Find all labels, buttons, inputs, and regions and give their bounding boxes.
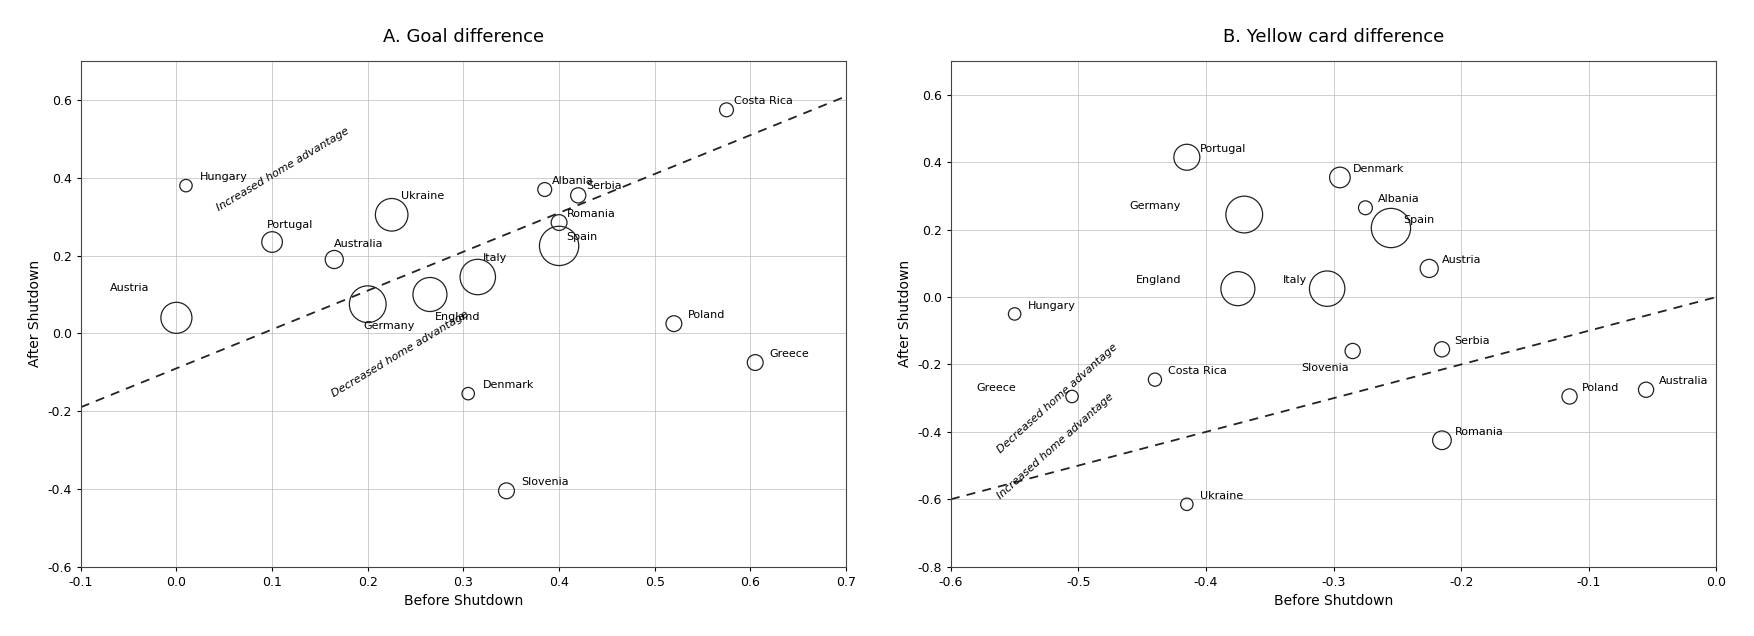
Text: Austria: Austria [109,282,149,293]
Point [416,289,444,300]
Text: Poland: Poland [1582,383,1619,393]
Text: Albania: Albania [1379,195,1421,204]
Point [1173,152,1201,162]
Text: Spain: Spain [1403,214,1435,225]
Text: Serbia: Serbia [1454,336,1491,346]
Point [493,486,521,496]
Text: Serbia: Serbia [586,181,621,191]
Point [172,181,200,191]
Text: Costa Rica: Costa Rica [735,96,793,106]
Point [1428,435,1456,445]
Point [1338,346,1366,356]
Text: Albania: Albania [553,176,595,186]
Point [1415,263,1444,273]
Text: Ukraine: Ukraine [402,191,444,201]
Text: Austria: Austria [1442,255,1482,265]
Point [163,313,191,323]
Text: Denmark: Denmark [482,380,533,390]
Text: Germany: Germany [1130,201,1180,211]
Text: Australia: Australia [335,238,384,249]
Text: Increased home advantage: Increased home advantage [214,125,351,213]
Point [660,319,688,329]
Text: England: England [435,312,481,322]
Text: Poland: Poland [688,310,726,320]
Text: Spain: Spain [567,232,598,242]
Point [742,357,770,368]
Point [463,272,491,282]
Point [1140,375,1168,385]
Text: Italy: Italy [482,253,507,263]
Point [454,389,482,399]
Text: Greece: Greece [770,349,809,359]
Text: Decreased home advantage: Decreased home advantage [330,310,470,399]
Y-axis label: After Shutdown: After Shutdown [28,260,42,368]
Point [1000,309,1028,319]
Text: Greece: Greece [977,383,1016,393]
Point [712,105,740,115]
Text: Ukraine: Ukraine [1200,491,1244,501]
Text: Denmark: Denmark [1352,164,1403,174]
Text: Increased home advantage: Increased home advantage [996,391,1116,501]
Text: Slovenia: Slovenia [1301,363,1349,373]
Point [1428,344,1456,354]
Title: B. Yellow card difference: B. Yellow card difference [1223,28,1444,46]
Text: Costa Rica: Costa Rica [1168,366,1226,377]
Y-axis label: After Shutdown: After Shutdown [898,260,912,368]
Text: Slovenia: Slovenia [521,477,568,487]
Text: England: England [1137,275,1180,286]
Point [1058,391,1086,401]
Point [1326,172,1354,183]
Point [1314,284,1342,294]
Text: Australia: Australia [1659,377,1708,387]
X-axis label: Before Shutdown: Before Shutdown [1273,594,1393,608]
X-axis label: Before Shutdown: Before Shutdown [403,594,523,608]
Point [321,254,349,265]
Text: Portugal: Portugal [267,220,314,230]
Point [1173,499,1201,509]
Point [1556,391,1584,401]
Point [258,237,286,247]
Point [377,210,405,220]
Point [1351,203,1379,213]
Point [531,184,560,195]
Title: A. Goal difference: A. Goal difference [382,28,544,46]
Point [354,299,382,309]
Point [1377,223,1405,233]
Point [1224,284,1252,294]
Text: Decreased home advantage: Decreased home advantage [996,342,1119,455]
Text: Portugal: Portugal [1200,144,1245,154]
Text: Romania: Romania [567,209,616,219]
Point [565,190,593,200]
Point [545,241,574,251]
Text: Hungary: Hungary [1028,301,1075,310]
Text: Italy: Italy [1282,275,1307,286]
Point [545,218,574,228]
Text: Romania: Romania [1454,427,1503,437]
Text: Germany: Germany [363,321,414,331]
Text: Hungary: Hungary [200,172,249,182]
Point [1230,209,1258,219]
Point [1631,385,1659,395]
